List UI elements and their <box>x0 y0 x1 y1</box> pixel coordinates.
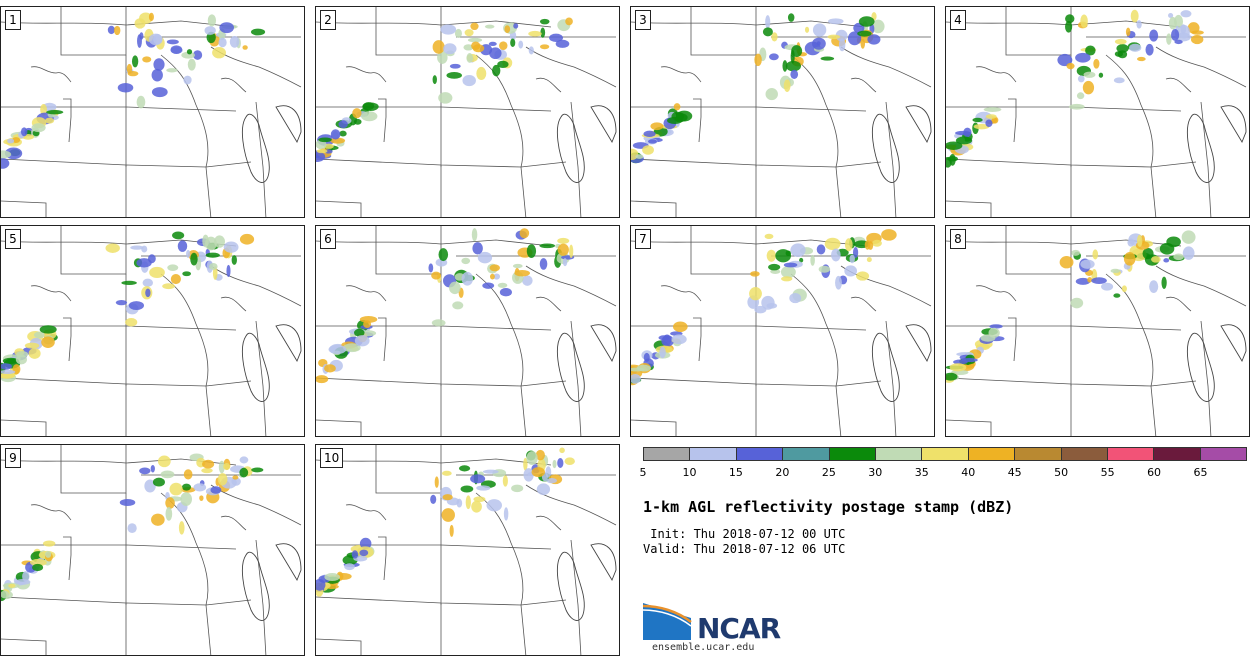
colorbar-tick-label: 15 <box>728 466 743 479</box>
valid-time: Valid: Thu 2018-07-12 06 UTC <box>643 542 846 556</box>
ensemble-member-panel-7: 7 <box>630 225 935 437</box>
panel-label: 7 <box>635 229 651 249</box>
reflectivity-map <box>631 226 932 436</box>
colorbar-tick-label: 20 <box>775 466 790 479</box>
colorbar-tick-label: 60 <box>1147 466 1162 479</box>
panel-label: 1 <box>5 10 21 30</box>
colorbar-segment <box>1200 448 1247 460</box>
colorbar-segment <box>1061 448 1108 460</box>
reflectivity-map <box>631 7 932 217</box>
colorbar-tick-label: 30 <box>868 466 883 479</box>
reflectivity-map <box>1 7 302 217</box>
ensemble-member-panel-1: 1 <box>0 6 305 218</box>
colorbar-tick-label: 40 <box>961 466 976 479</box>
colorbar-tick-label: 55 <box>1100 466 1115 479</box>
colorbar-segment <box>783 448 830 460</box>
reflectivity-map <box>946 7 1247 217</box>
panel-label: 6 <box>320 229 336 249</box>
colorbar-segment <box>922 448 969 460</box>
colorbar-tick-label: 10 <box>682 466 697 479</box>
panel-label: 3 <box>635 10 651 30</box>
ensemble-member-panel-2: 2 <box>315 6 620 218</box>
colorbar-segment <box>644 448 691 460</box>
init-time: Init: Thu 2018-07-12 00 UTC <box>643 527 846 541</box>
ensemble-member-panel-6: 6 <box>315 225 620 437</box>
panel-label: 5 <box>5 229 21 249</box>
reflectivity-map <box>1 226 302 436</box>
figure-title: 1-km AGL reflectivity postage stamp (dBZ… <box>643 498 1014 516</box>
colorbar-segment <box>1107 448 1155 460</box>
ncar-logo-text: NCAR <box>697 612 781 645</box>
panel-label: 4 <box>950 10 966 30</box>
colorbar-tick-label: 25 <box>821 466 836 479</box>
colorbar-tick-label: 50 <box>1054 466 1069 479</box>
ensemble-member-panel-3: 3 <box>630 6 935 218</box>
colorbar-segment <box>736 448 784 460</box>
colorbar-segment <box>829 448 876 460</box>
colorbar-tick-label: 35 <box>914 466 929 479</box>
reflectivity-map <box>1 445 302 655</box>
colorbar-tick-label: 45 <box>1007 466 1022 479</box>
ensemble-member-panel-8: 8 <box>945 225 1250 437</box>
colorbar-segment <box>1154 448 1201 460</box>
reflectivity-map <box>316 7 617 217</box>
colorbar-segment <box>1015 448 1062 460</box>
ensemble-member-panel-4: 4 <box>945 6 1250 218</box>
reflectivity-map <box>316 445 617 655</box>
ensemble-url: ensemble.ucar.edu <box>652 642 755 653</box>
reflectivity-colorbar <box>643 447 1247 461</box>
panel-label: 8 <box>950 229 966 249</box>
colorbar-tick-label: 5 <box>639 466 647 479</box>
colorbar-segment <box>875 448 923 460</box>
colorbar-tick-label: 65 <box>1193 466 1208 479</box>
reflectivity-map <box>316 226 617 436</box>
ensemble-member-panel-10: 10 <box>315 444 620 656</box>
ensemble-member-panel-9: 9 <box>0 444 305 656</box>
colorbar-segment <box>690 448 737 460</box>
ensemble-member-panel-5: 5 <box>0 225 305 437</box>
ncar-logo-icon <box>643 603 692 640</box>
panel-label: 9 <box>5 448 21 468</box>
panel-label: 2 <box>320 10 336 30</box>
reflectivity-map <box>946 226 1247 436</box>
colorbar-segment <box>968 448 1016 460</box>
panel-label: 10 <box>320 448 344 468</box>
colorbar-tick-labels: 5 10 15 20 25 30 35 40 45 50 55 60 65 <box>639 466 1247 480</box>
